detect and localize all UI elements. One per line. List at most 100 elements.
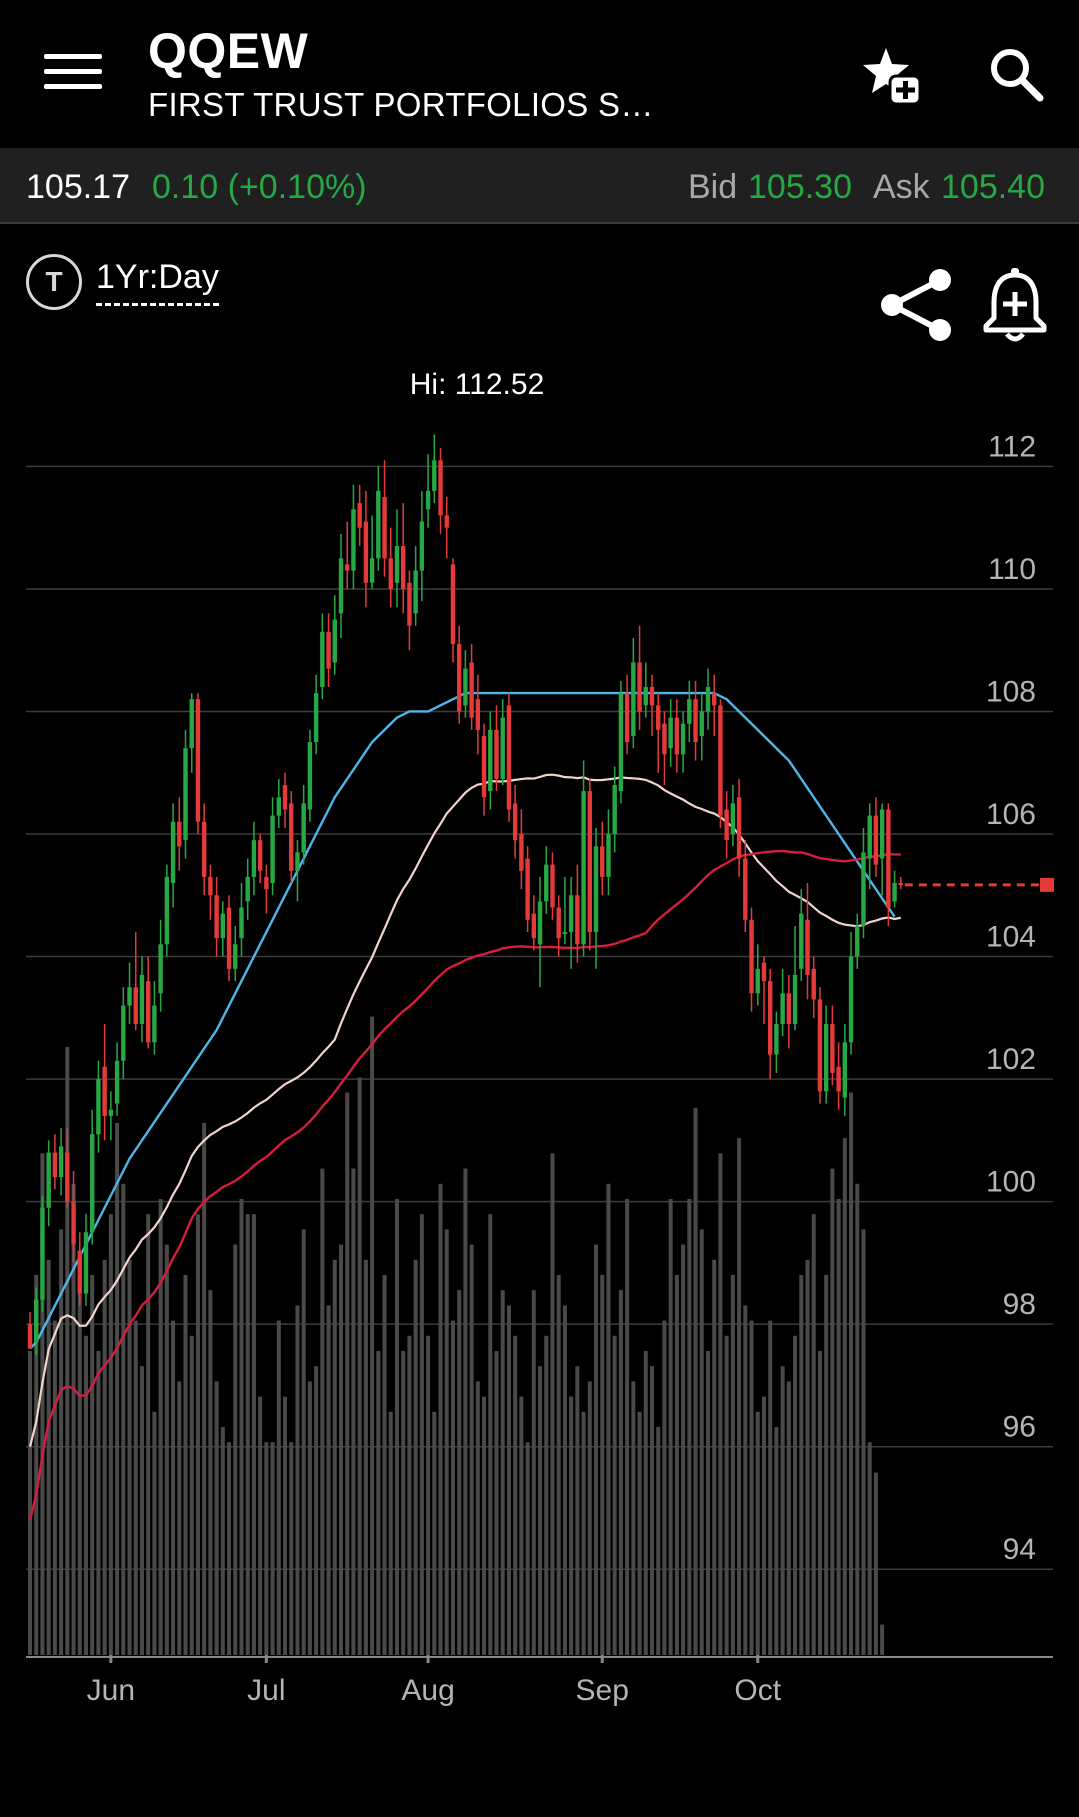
candle-body [612, 785, 617, 835]
candle-body [114, 1060, 120, 1104]
volume-bar [59, 1229, 64, 1655]
volume-bars [28, 1016, 885, 1655]
volume-bar [46, 1259, 51, 1655]
candle-body [245, 876, 250, 902]
candle-body [58, 1146, 64, 1178]
volume-bar [743, 1305, 748, 1655]
volume-bar [594, 1244, 599, 1655]
volume-bar [761, 1396, 766, 1655]
volume-bar [401, 1351, 406, 1655]
volume-bar [643, 1351, 648, 1655]
candle-body [96, 1079, 101, 1135]
volume-bar [880, 1624, 885, 1655]
volume-bar [171, 1320, 176, 1655]
candle-body [525, 858, 530, 920]
y-tick-label: 96 [1003, 1411, 1036, 1444]
candle-body [730, 803, 736, 835]
candle-body [743, 858, 748, 920]
y-tick-label: 102 [986, 1043, 1036, 1076]
candle-body [177, 821, 182, 847]
volume-bar [146, 1214, 151, 1655]
volume-bar [158, 1199, 163, 1655]
volume-bar [195, 1214, 200, 1655]
candle-body [357, 503, 362, 528]
quote-bar: 105.17 0.10 (+0.10%) Bid 105.30 Ask 105.… [0, 148, 1079, 224]
volume-bar [463, 1168, 468, 1655]
volume-bar [712, 1259, 717, 1655]
candle-body [712, 693, 717, 706]
volume-bar [96, 1351, 101, 1655]
candle-body [873, 815, 879, 865]
volume-bar [749, 1320, 754, 1655]
volume-bar [575, 1366, 580, 1655]
volume-bar [295, 1305, 300, 1655]
share-icon[interactable] [878, 266, 956, 344]
volume-bar [382, 1275, 387, 1655]
search-icon[interactable] [988, 46, 1044, 102]
candle-body [805, 919, 810, 975]
candle-body [444, 515, 449, 528]
price-chart[interactable]: 112 110 108 106 104 102 100 98 96 94 Jun Jul Aug Sep O… [0, 350, 1079, 1730]
candle-body [270, 815, 275, 884]
candle-body [121, 1005, 126, 1061]
candle-body [693, 699, 698, 743]
volume-bar [811, 1214, 816, 1655]
volume-bar [426, 1335, 431, 1655]
candle-body [326, 631, 331, 669]
candle-body [786, 993, 792, 1024]
volume-bar [494, 1351, 499, 1655]
volume-bar [339, 1244, 343, 1655]
chart-toolbar: T 1Yr:Day [0, 240, 1079, 350]
candle-body [394, 546, 400, 583]
volume-bar [270, 1442, 275, 1655]
candle-body [363, 521, 369, 583]
candle-body [755, 968, 760, 994]
candle-body [382, 497, 387, 559]
candle-body [295, 852, 300, 871]
candle-body [848, 956, 854, 1043]
volume-bar [786, 1381, 791, 1655]
candle-body [27, 1324, 33, 1349]
candle-body [898, 883, 903, 886]
volume-bar [90, 1275, 95, 1655]
period-selector[interactable]: 1Yr:Day [96, 258, 219, 306]
candle-body [71, 1201, 76, 1245]
candle-body [83, 1232, 89, 1294]
candle-body [575, 895, 580, 945]
candle-body [761, 962, 767, 982]
bell-plus-icon[interactable] [982, 266, 1048, 344]
study-tool-icon[interactable]: T [26, 254, 82, 310]
candle-body [108, 1109, 114, 1116]
candle-body [624, 693, 630, 743]
volume-bar [227, 1442, 232, 1655]
ticker-symbol: QQEW [148, 23, 309, 79]
candle-body [830, 1023, 835, 1073]
candle-body [469, 662, 474, 718]
candle-body [332, 619, 337, 663]
last-price: 105.17 [26, 168, 130, 206]
candle-body [680, 723, 686, 755]
candle-body [531, 913, 537, 939]
candle-body [164, 876, 170, 945]
volume-bar [768, 1320, 773, 1655]
bid-label: Bid [688, 168, 738, 206]
volume-bar [450, 1320, 455, 1655]
candle-body [481, 735, 487, 798]
volume-bar [519, 1396, 524, 1655]
candle-body [823, 1023, 829, 1092]
candle-body [239, 907, 244, 939]
star-plus-icon[interactable] [860, 44, 922, 106]
volume-bar [662, 1320, 667, 1655]
volume-bar [556, 1275, 561, 1655]
candle-body [276, 797, 281, 816]
ma-short-line [29, 691, 896, 1350]
candle-body [233, 944, 238, 969]
candle-body [562, 932, 568, 935]
volume-bar [730, 1275, 735, 1655]
x-tick-label: Jul [247, 1674, 285, 1707]
volume-bar [606, 1183, 611, 1655]
ma-long-line [28, 849, 901, 1521]
candle-body [842, 1042, 848, 1098]
candle-body [855, 925, 860, 957]
hamburger-menu-icon[interactable] [44, 54, 102, 94]
